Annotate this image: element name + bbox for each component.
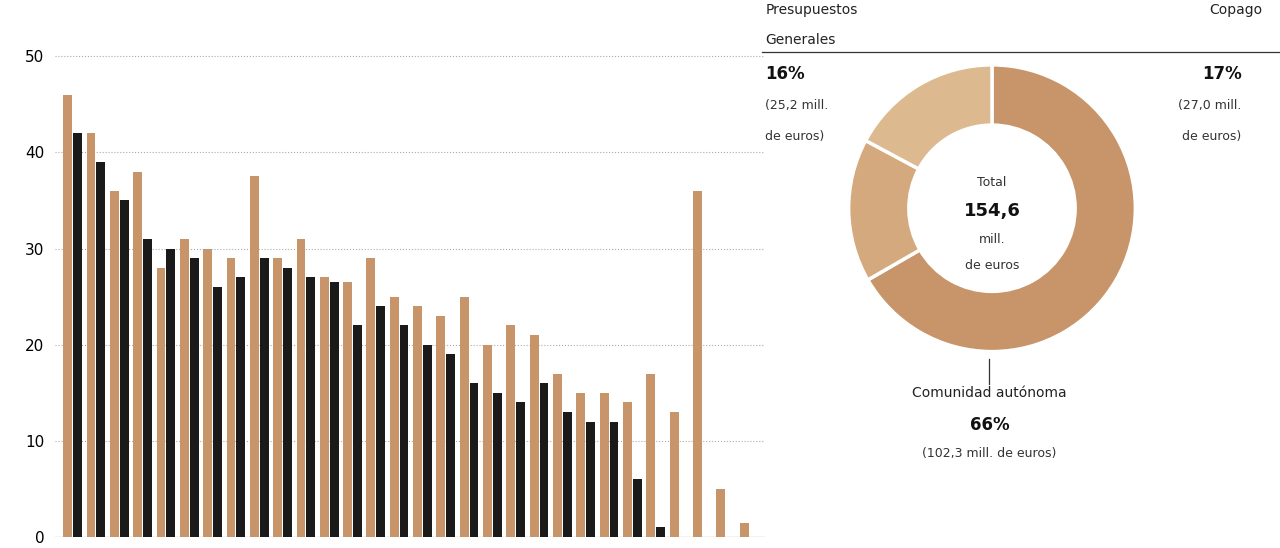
Bar [237,277,246,537]
Bar [483,345,492,537]
Bar [623,402,632,537]
Text: mill.: mill. [979,233,1005,246]
Bar [586,421,595,537]
Bar [447,355,456,537]
Bar [260,258,269,537]
Text: 154,6: 154,6 [964,202,1020,220]
Bar [143,239,152,537]
Text: Generales: Generales [765,33,836,47]
Bar [366,258,375,537]
Bar [273,258,282,537]
Text: 16%: 16% [765,65,805,83]
Bar [330,282,338,537]
Bar [189,258,198,537]
Bar [530,335,539,537]
Bar [227,258,236,537]
Bar [376,306,385,537]
Bar [493,393,502,537]
Bar [669,412,678,537]
Bar [576,393,585,537]
Bar [507,326,516,537]
Bar [740,523,749,537]
Bar [470,383,479,537]
Bar [516,402,525,537]
Bar [63,95,72,537]
Bar [87,133,96,537]
Bar [119,201,128,537]
Bar [110,191,119,537]
Bar [413,306,422,537]
Text: (27,0 mill.: (27,0 mill. [1178,99,1242,112]
Text: Copago: Copago [1210,3,1263,17]
Bar [320,277,329,537]
Text: 17%: 17% [1202,65,1242,83]
Bar [306,277,315,537]
Bar [657,527,666,537]
Bar [399,326,408,537]
Bar [250,176,259,537]
Bar [283,268,292,537]
Text: (102,3 mill. de euros): (102,3 mill. de euros) [923,447,1056,460]
Bar [436,316,445,537]
Bar [692,191,701,537]
Text: 66%: 66% [970,416,1009,435]
Bar [204,249,212,537]
Wedge shape [868,65,1135,352]
Text: (25,2 mill.: (25,2 mill. [765,99,828,112]
Bar [553,374,562,537]
Text: de euros: de euros [965,259,1019,272]
Bar [632,480,641,537]
Bar [609,421,618,537]
Bar [600,393,609,537]
Bar [156,268,165,537]
Wedge shape [849,140,920,280]
Bar [540,383,548,537]
Bar [343,282,352,537]
Bar [390,296,398,537]
Bar [212,287,221,537]
Text: Total: Total [978,176,1006,189]
Bar [422,345,431,537]
Text: de euros): de euros) [1183,130,1242,144]
Text: de euros): de euros) [765,130,824,144]
Bar [96,162,105,537]
Bar [563,412,572,537]
Bar [133,172,142,537]
Bar [180,239,188,537]
Bar [73,133,82,537]
Bar [646,374,655,537]
Bar [297,239,306,537]
Text: Comunidad autónoma: Comunidad autónoma [913,386,1066,401]
Text: Presupuestos: Presupuestos [765,3,858,17]
Bar [166,249,175,537]
Bar [460,296,468,537]
Wedge shape [865,65,992,169]
Bar [717,489,726,537]
Bar [353,326,362,537]
